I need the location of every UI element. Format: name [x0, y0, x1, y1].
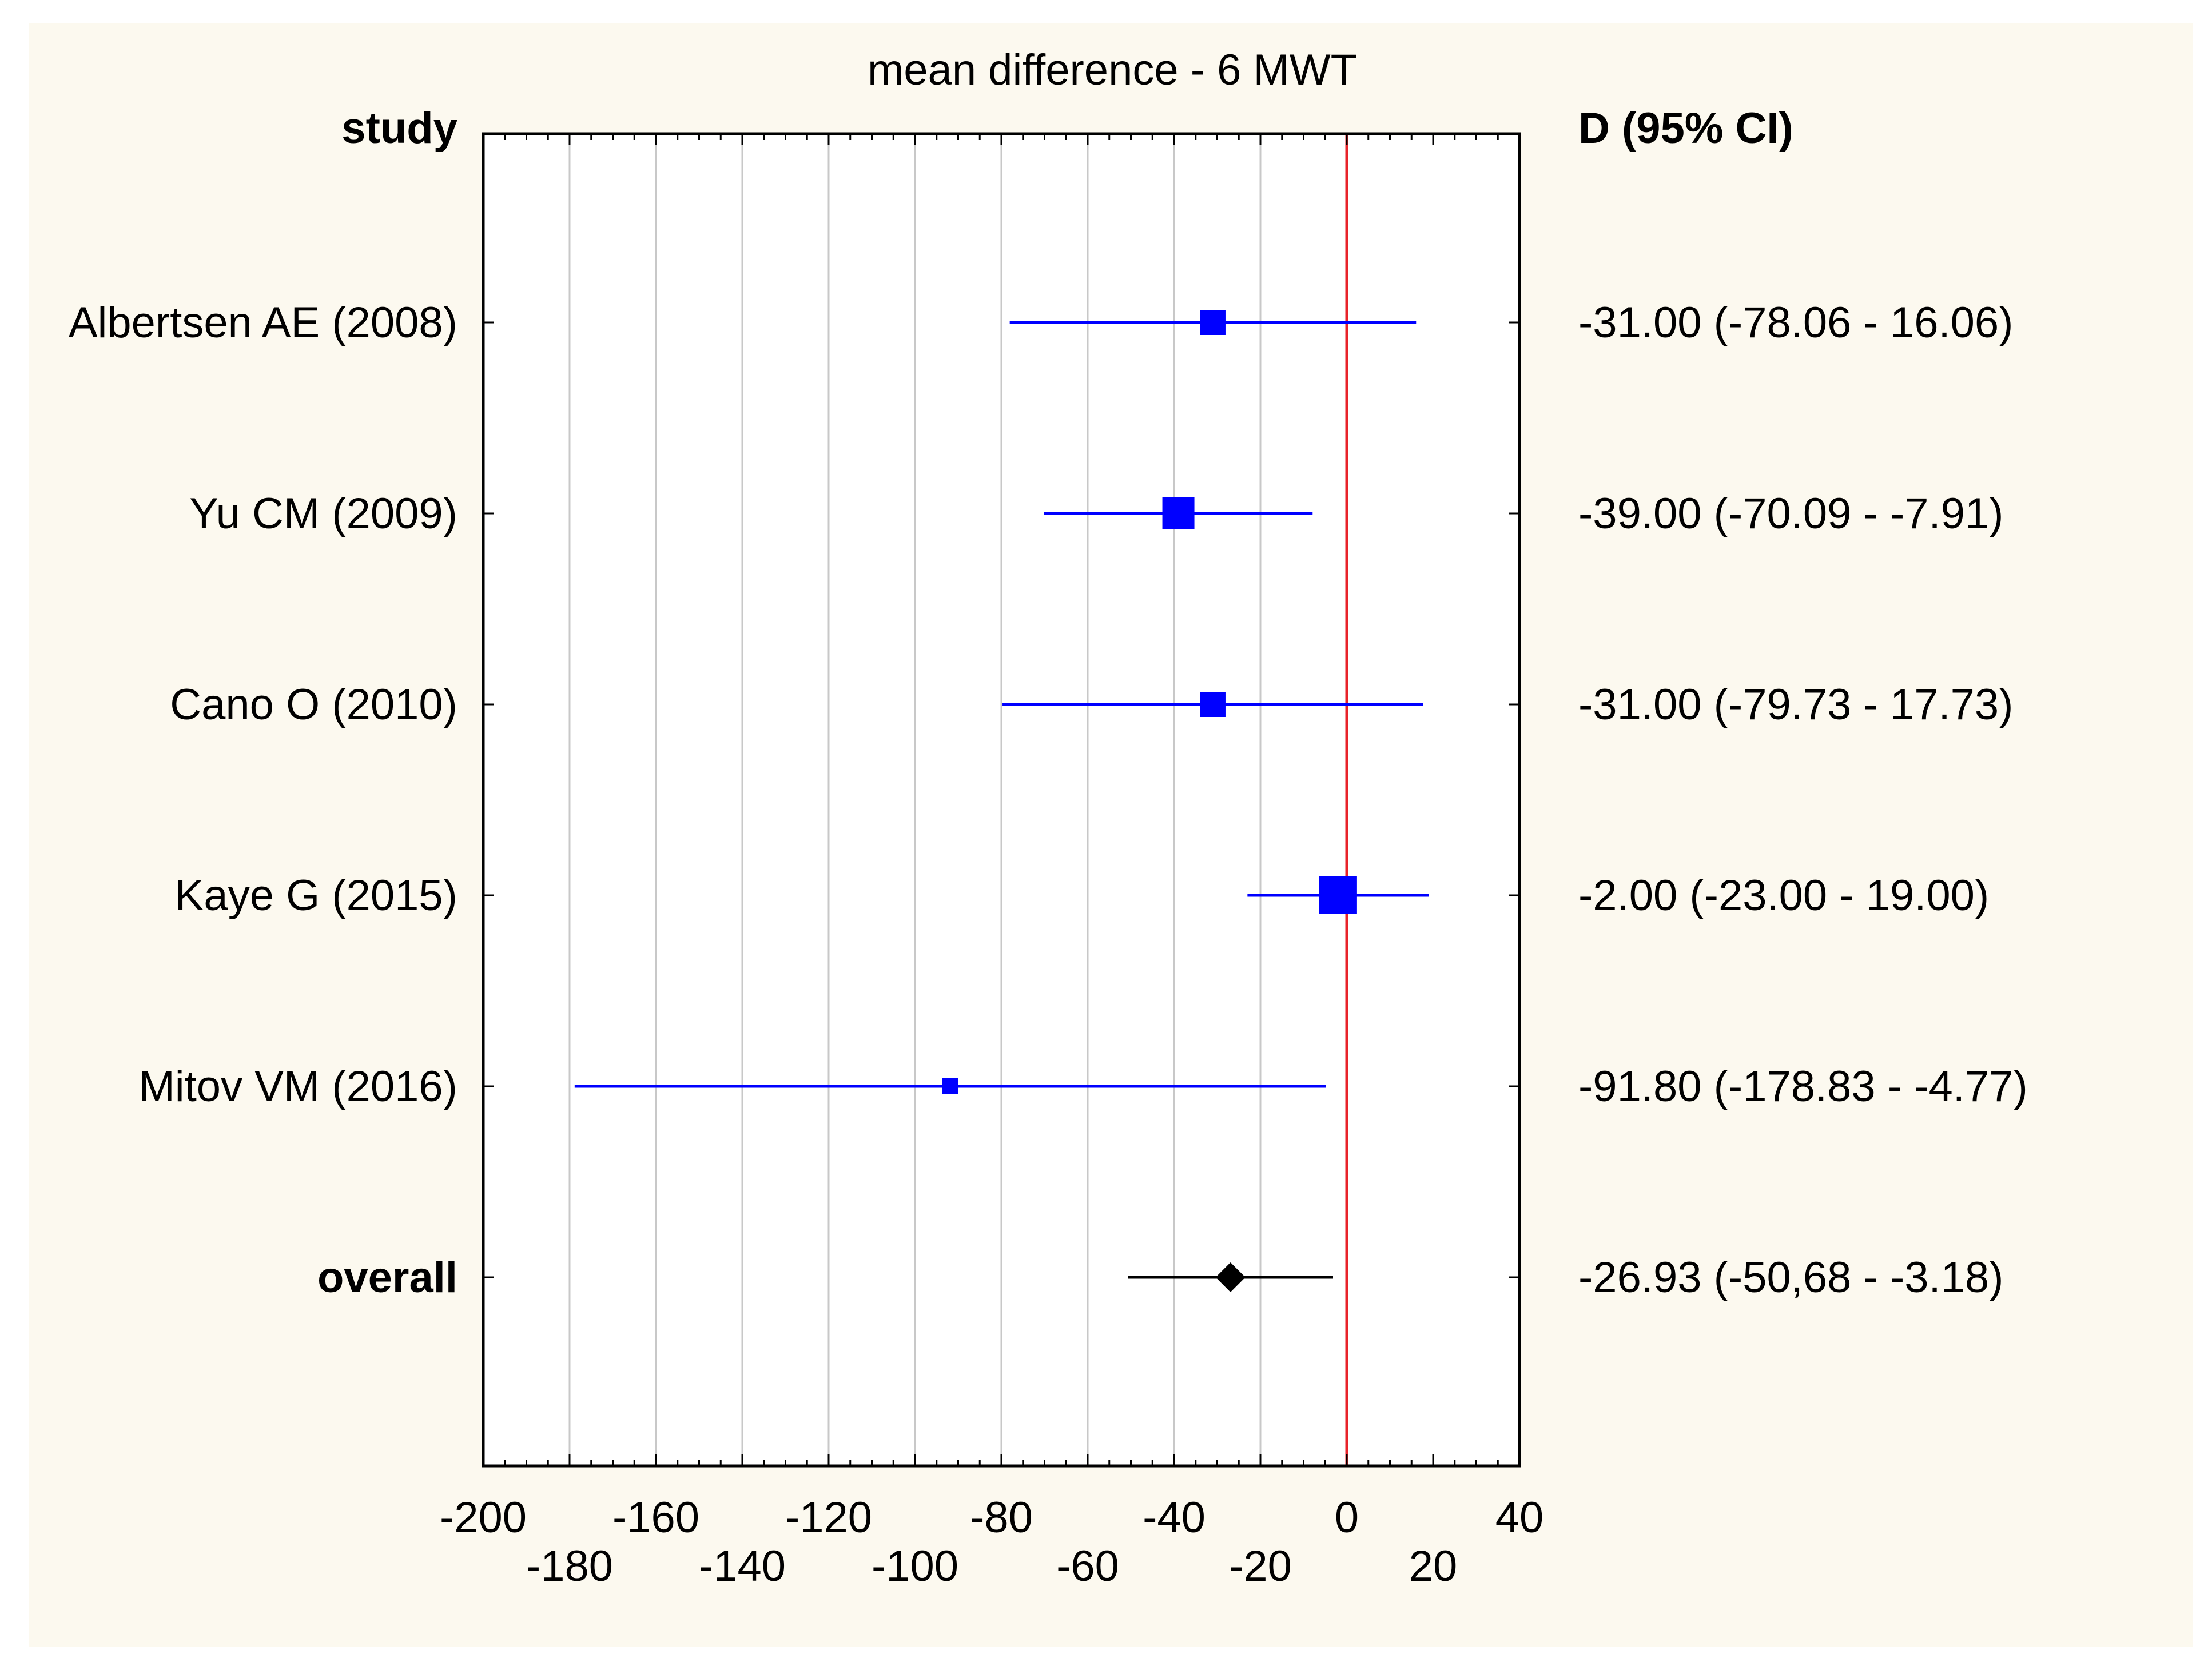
study-effect-marker: [1319, 876, 1357, 914]
plot-frame: [482, 132, 1521, 1468]
x-tick-label: -100: [872, 1542, 958, 1591]
study-column-header: study: [341, 104, 457, 153]
study-effect-marker: [1162, 497, 1195, 529]
overall-ci-text: -26.93 (-50,68 - -3.18): [1578, 1253, 2004, 1302]
study-ci-text: -31.00 (-79.73 - 17.73): [1578, 680, 2013, 729]
study-effect-marker: [942, 1078, 958, 1094]
x-tick-label: -60: [1056, 1542, 1119, 1591]
gridlines: [568, 134, 1262, 1466]
x-tick-label: -20: [1229, 1542, 1292, 1591]
study-ci-text: -31.00 (-78.06 - 16.06): [1578, 298, 2013, 347]
x-tick-label: -40: [1143, 1493, 1206, 1542]
x-tick-label: -180: [526, 1542, 613, 1591]
study-effect-marker: [1200, 310, 1226, 335]
study-ci-text: -2.00 (-23.00 - 19.00): [1578, 871, 1989, 920]
ci-values: -31.00 (-78.06 - 16.06) -39.00 (-70.09 - …: [1578, 298, 2028, 1302]
ci-column-header: D (95% CI): [1578, 104, 1793, 153]
study-ci-text: -39.00 (-70.09 - -7.91): [1578, 489, 2004, 538]
x-tick-label: -80: [970, 1493, 1033, 1542]
x-tick-label: 0: [1335, 1493, 1359, 1542]
study-marks: [574, 310, 1429, 1292]
study-ci-text: -91.80 (-178.83 - -4.77): [1578, 1062, 2028, 1111]
study-label: Yu CM (2009): [189, 489, 457, 538]
study-label: Albertsen AE (2008): [69, 298, 457, 347]
study-label: Kaye G (2015): [175, 871, 457, 920]
x-tick-label: -140: [699, 1542, 786, 1591]
overall-diamond: [1215, 1262, 1246, 1292]
study-effect-marker: [1200, 692, 1226, 717]
chart-title: mean difference - 6 MWT: [868, 46, 1357, 94]
study-label: Mitov VM (2016): [139, 1062, 458, 1111]
x-tick-label: -160: [612, 1493, 699, 1542]
x-tick-label: 40: [1495, 1493, 1544, 1542]
overall-label: overall: [317, 1253, 457, 1302]
x-tick-label: -120: [785, 1493, 872, 1542]
x-tick-label: -200: [440, 1493, 527, 1542]
row-labels: Albertsen AE (2008) Yu CM (2009) Cano O (2…: [69, 298, 457, 1302]
x-tick-label: 20: [1409, 1542, 1458, 1591]
x-tick-labels: -200 -160 -120 -80 -40 0 40 -180 -140 -100 -60 -20 2…: [440, 1493, 1543, 1591]
study-label: Cano O (2010): [170, 680, 457, 729]
